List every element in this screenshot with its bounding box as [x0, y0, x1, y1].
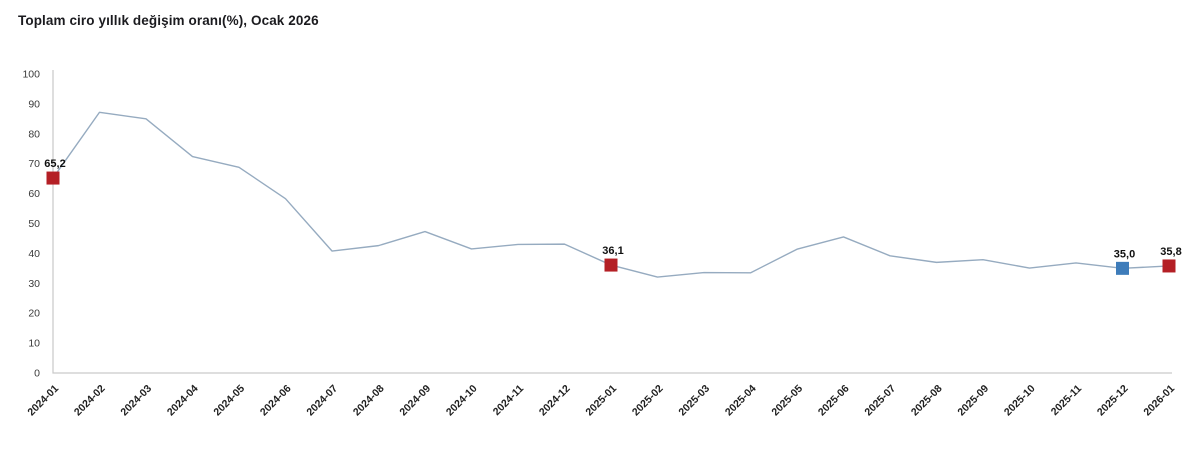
- x-axis-tick-label: 2025-02: [630, 383, 666, 419]
- chart-title: Toplam ciro yıllık değişim oranı(%), Oca…: [18, 13, 319, 28]
- highlight-marker: [604, 258, 618, 272]
- y-axis-tick-label: 100: [22, 69, 40, 81]
- x-axis-tick-label: 2024-11: [491, 383, 526, 418]
- data-point-label: 35,0: [1114, 248, 1135, 260]
- y-axis-tick-label: 30: [28, 278, 40, 290]
- x-axis-tick-label: 2025-07: [862, 383, 898, 419]
- x-axis-tick-label: 2024-07: [304, 383, 340, 419]
- data-point-label: 36,1: [602, 245, 623, 257]
- x-axis-tick-label: 2024-06: [258, 383, 294, 419]
- x-axis-tick-label: 2024-04: [165, 383, 201, 419]
- y-axis-tick-label: 40: [28, 248, 40, 260]
- x-axis-tick-label: 2024-05: [211, 383, 247, 419]
- x-axis-tick-label: 2024-10: [444, 383, 480, 419]
- y-axis-tick-label: 10: [28, 338, 40, 350]
- x-axis-tick-label: 2024-03: [118, 383, 154, 419]
- x-axis-tick-label: 2024-08: [351, 383, 387, 419]
- y-axis-tick-label: 60: [28, 188, 40, 200]
- highlight-marker: [1162, 259, 1176, 273]
- data-point-label: 35,8: [1160, 246, 1181, 258]
- y-axis-tick-label: 20: [28, 308, 40, 320]
- x-axis-tick-label: 2024-09: [397, 383, 433, 419]
- x-axis-tick-label: 2025-05: [769, 383, 805, 419]
- chart-axes: [52, 70, 1172, 374]
- x-axis-tick-label: 2025-10: [1002, 383, 1038, 419]
- data-point-label: 65,2: [44, 158, 65, 170]
- y-axis-tick-label: 80: [28, 128, 40, 140]
- x-axis-tick-label: 2025-09: [955, 383, 991, 419]
- y-axis-tick-label: 0: [34, 368, 40, 380]
- x-axis-tick-label: 2025-12: [1095, 383, 1131, 419]
- x-axis-tick-label: 2025-08: [909, 383, 945, 419]
- x-axis-tick-label: 2026-01: [1141, 383, 1177, 419]
- y-axis-tick-label: 90: [28, 98, 40, 110]
- x-axis-tick-label: 2024-02: [72, 383, 108, 419]
- highlight-marker: [1116, 261, 1129, 275]
- x-axis-tick-label: 2025-03: [676, 383, 712, 419]
- x-axis-tick-label: 2025-01: [583, 383, 619, 419]
- x-axis-tick-label: 2025-06: [816, 383, 852, 419]
- highlight-marker: [46, 171, 60, 185]
- x-axis-tick-label: 2024-01: [25, 383, 61, 419]
- y-axis-tick-label: 50: [28, 218, 40, 230]
- x-axis-tick-label: 2025-11: [1049, 383, 1084, 418]
- x-axis-tick-label: 2024-12: [537, 383, 573, 419]
- x-axis-tick-label: 2025-04: [723, 383, 759, 419]
- y-axis-tick-label: 70: [28, 158, 40, 170]
